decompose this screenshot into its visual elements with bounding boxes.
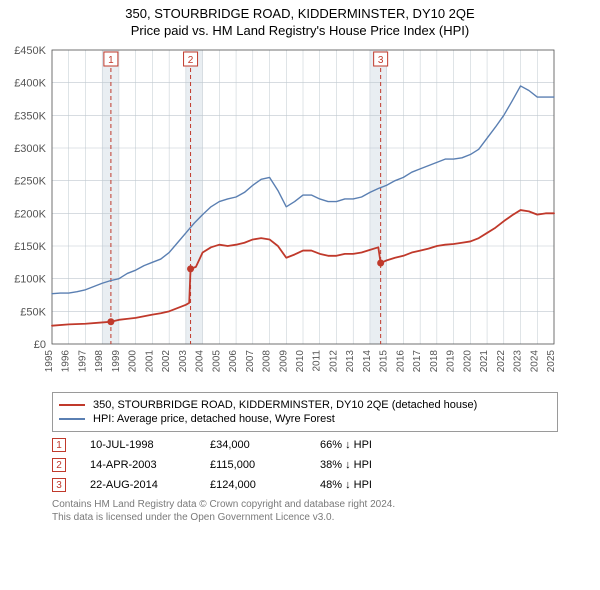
transaction-marker: 1 <box>52 438 66 452</box>
x-axis-label: 2021 <box>479 350 490 373</box>
x-axis-label: 2010 <box>295 350 306 373</box>
y-axis-label: £150K <box>14 241 46 253</box>
year-band <box>186 50 203 344</box>
y-axis-label: £300K <box>14 143 46 155</box>
sale-marker-number: 1 <box>108 55 114 66</box>
title-subtitle: Price paid vs. HM Land Registry's House … <box>8 23 592 38</box>
x-axis-label: 2012 <box>328 350 339 373</box>
footnote: Contains HM Land Registry data © Crown c… <box>52 498 558 524</box>
y-axis-label: £450K <box>14 45 46 57</box>
x-axis-label: 2024 <box>529 350 540 373</box>
x-axis-label: 2005 <box>211 350 222 373</box>
x-axis-label: 2000 <box>128 350 139 373</box>
y-axis-label: £0 <box>34 339 46 351</box>
x-axis-label: 1999 <box>111 350 122 373</box>
x-axis-label: 2016 <box>395 350 406 373</box>
x-axis-label: 2020 <box>462 350 473 373</box>
x-axis-label: 2003 <box>178 350 189 373</box>
legend-swatch <box>59 404 85 406</box>
x-axis-label: 2013 <box>345 350 356 373</box>
x-axis-label: 2019 <box>446 350 457 373</box>
y-axis-label: £400K <box>14 78 46 90</box>
x-axis-label: 2007 <box>245 350 256 373</box>
transaction-price: £115,000 <box>210 459 320 471</box>
x-axis-label: 2011 <box>312 350 323 372</box>
x-axis-label: 2014 <box>362 350 373 373</box>
x-axis-label: 2004 <box>195 350 206 373</box>
x-axis-label: 2025 <box>546 350 557 373</box>
sale-marker-number: 2 <box>188 55 194 66</box>
chart-titles: 350, STOURBRIDGE ROAD, KIDDERMINSTER, DY… <box>8 6 592 38</box>
y-axis-label: £250K <box>14 176 46 188</box>
x-axis-label: 2015 <box>379 350 390 373</box>
y-axis-label: £100K <box>14 274 46 286</box>
transaction-date: 10-JUL-1998 <box>90 439 210 451</box>
sale-dot <box>107 318 114 325</box>
x-axis-label: 2006 <box>228 350 239 373</box>
x-axis-label: 2008 <box>262 350 273 373</box>
x-axis-label: 2023 <box>513 350 524 373</box>
legend-label: HPI: Average price, detached house, Wyre… <box>93 413 335 425</box>
x-axis-label: 1995 <box>44 350 55 373</box>
legend-swatch <box>59 418 85 420</box>
footnote-line2: This data is licensed under the Open Gov… <box>52 511 558 524</box>
y-axis-label: £200K <box>14 208 46 220</box>
transaction-date: 14-APR-2003 <box>90 459 210 471</box>
x-axis-label: 2001 <box>144 350 155 373</box>
legend: 350, STOURBRIDGE ROAD, KIDDERMINSTER, DY… <box>52 392 558 432</box>
x-axis-label: 2018 <box>429 350 440 373</box>
transaction-row: 2 14-APR-2003£115,00038% ↓ HPI <box>52 458 558 472</box>
x-axis-label: 1998 <box>94 350 105 373</box>
chart-svg: £0 £50K £100K £150K £200K £250K £300K £350K £400… <box>8 44 568 384</box>
x-axis-label: 2002 <box>161 350 172 373</box>
price-chart: £0 £50K £100K £150K £200K £250K £300K £350K £400… <box>8 44 592 384</box>
transactions-table: 1 10-JUL-1998£34,00066% ↓ HPI 2 14-APR-2003… <box>52 438 558 492</box>
legend-row: 350, STOURBRIDGE ROAD, KIDDERMINSTER, DY… <box>59 399 551 411</box>
transaction-delta: 48% ↓ HPI <box>320 479 372 491</box>
transaction-row: 1 10-JUL-1998£34,00066% ↓ HPI <box>52 438 558 452</box>
x-axis-label: 1997 <box>77 350 88 373</box>
transaction-price: £34,000 <box>210 439 320 451</box>
y-axis-label: £50K <box>20 306 46 318</box>
year-band <box>370 50 387 344</box>
sale-dot <box>187 265 194 272</box>
transaction-delta: 66% ↓ HPI <box>320 439 372 451</box>
transaction-date: 22-AUG-2014 <box>90 479 210 491</box>
x-axis-label: 2009 <box>278 350 289 373</box>
transaction-marker: 3 <box>52 478 66 492</box>
transaction-price: £124,000 <box>210 479 320 491</box>
transaction-row: 3 22-AUG-2014£124,00048% ↓ HPI <box>52 478 558 492</box>
sale-marker-number: 3 <box>378 55 384 66</box>
x-axis-label: 2022 <box>496 350 507 373</box>
legend-row: HPI: Average price, detached house, Wyre… <box>59 413 551 425</box>
title-address: 350, STOURBRIDGE ROAD, KIDDERMINSTER, DY… <box>8 6 592 21</box>
x-axis-label: 1996 <box>61 350 72 373</box>
footnote-line1: Contains HM Land Registry data © Crown c… <box>52 498 558 511</box>
y-axis-label: £350K <box>14 110 46 122</box>
legend-label: 350, STOURBRIDGE ROAD, KIDDERMINSTER, DY… <box>93 399 477 411</box>
x-axis-label: 2017 <box>412 350 423 373</box>
sale-dot <box>377 259 384 266</box>
transaction-marker: 2 <box>52 458 66 472</box>
transaction-delta: 38% ↓ HPI <box>320 459 372 471</box>
